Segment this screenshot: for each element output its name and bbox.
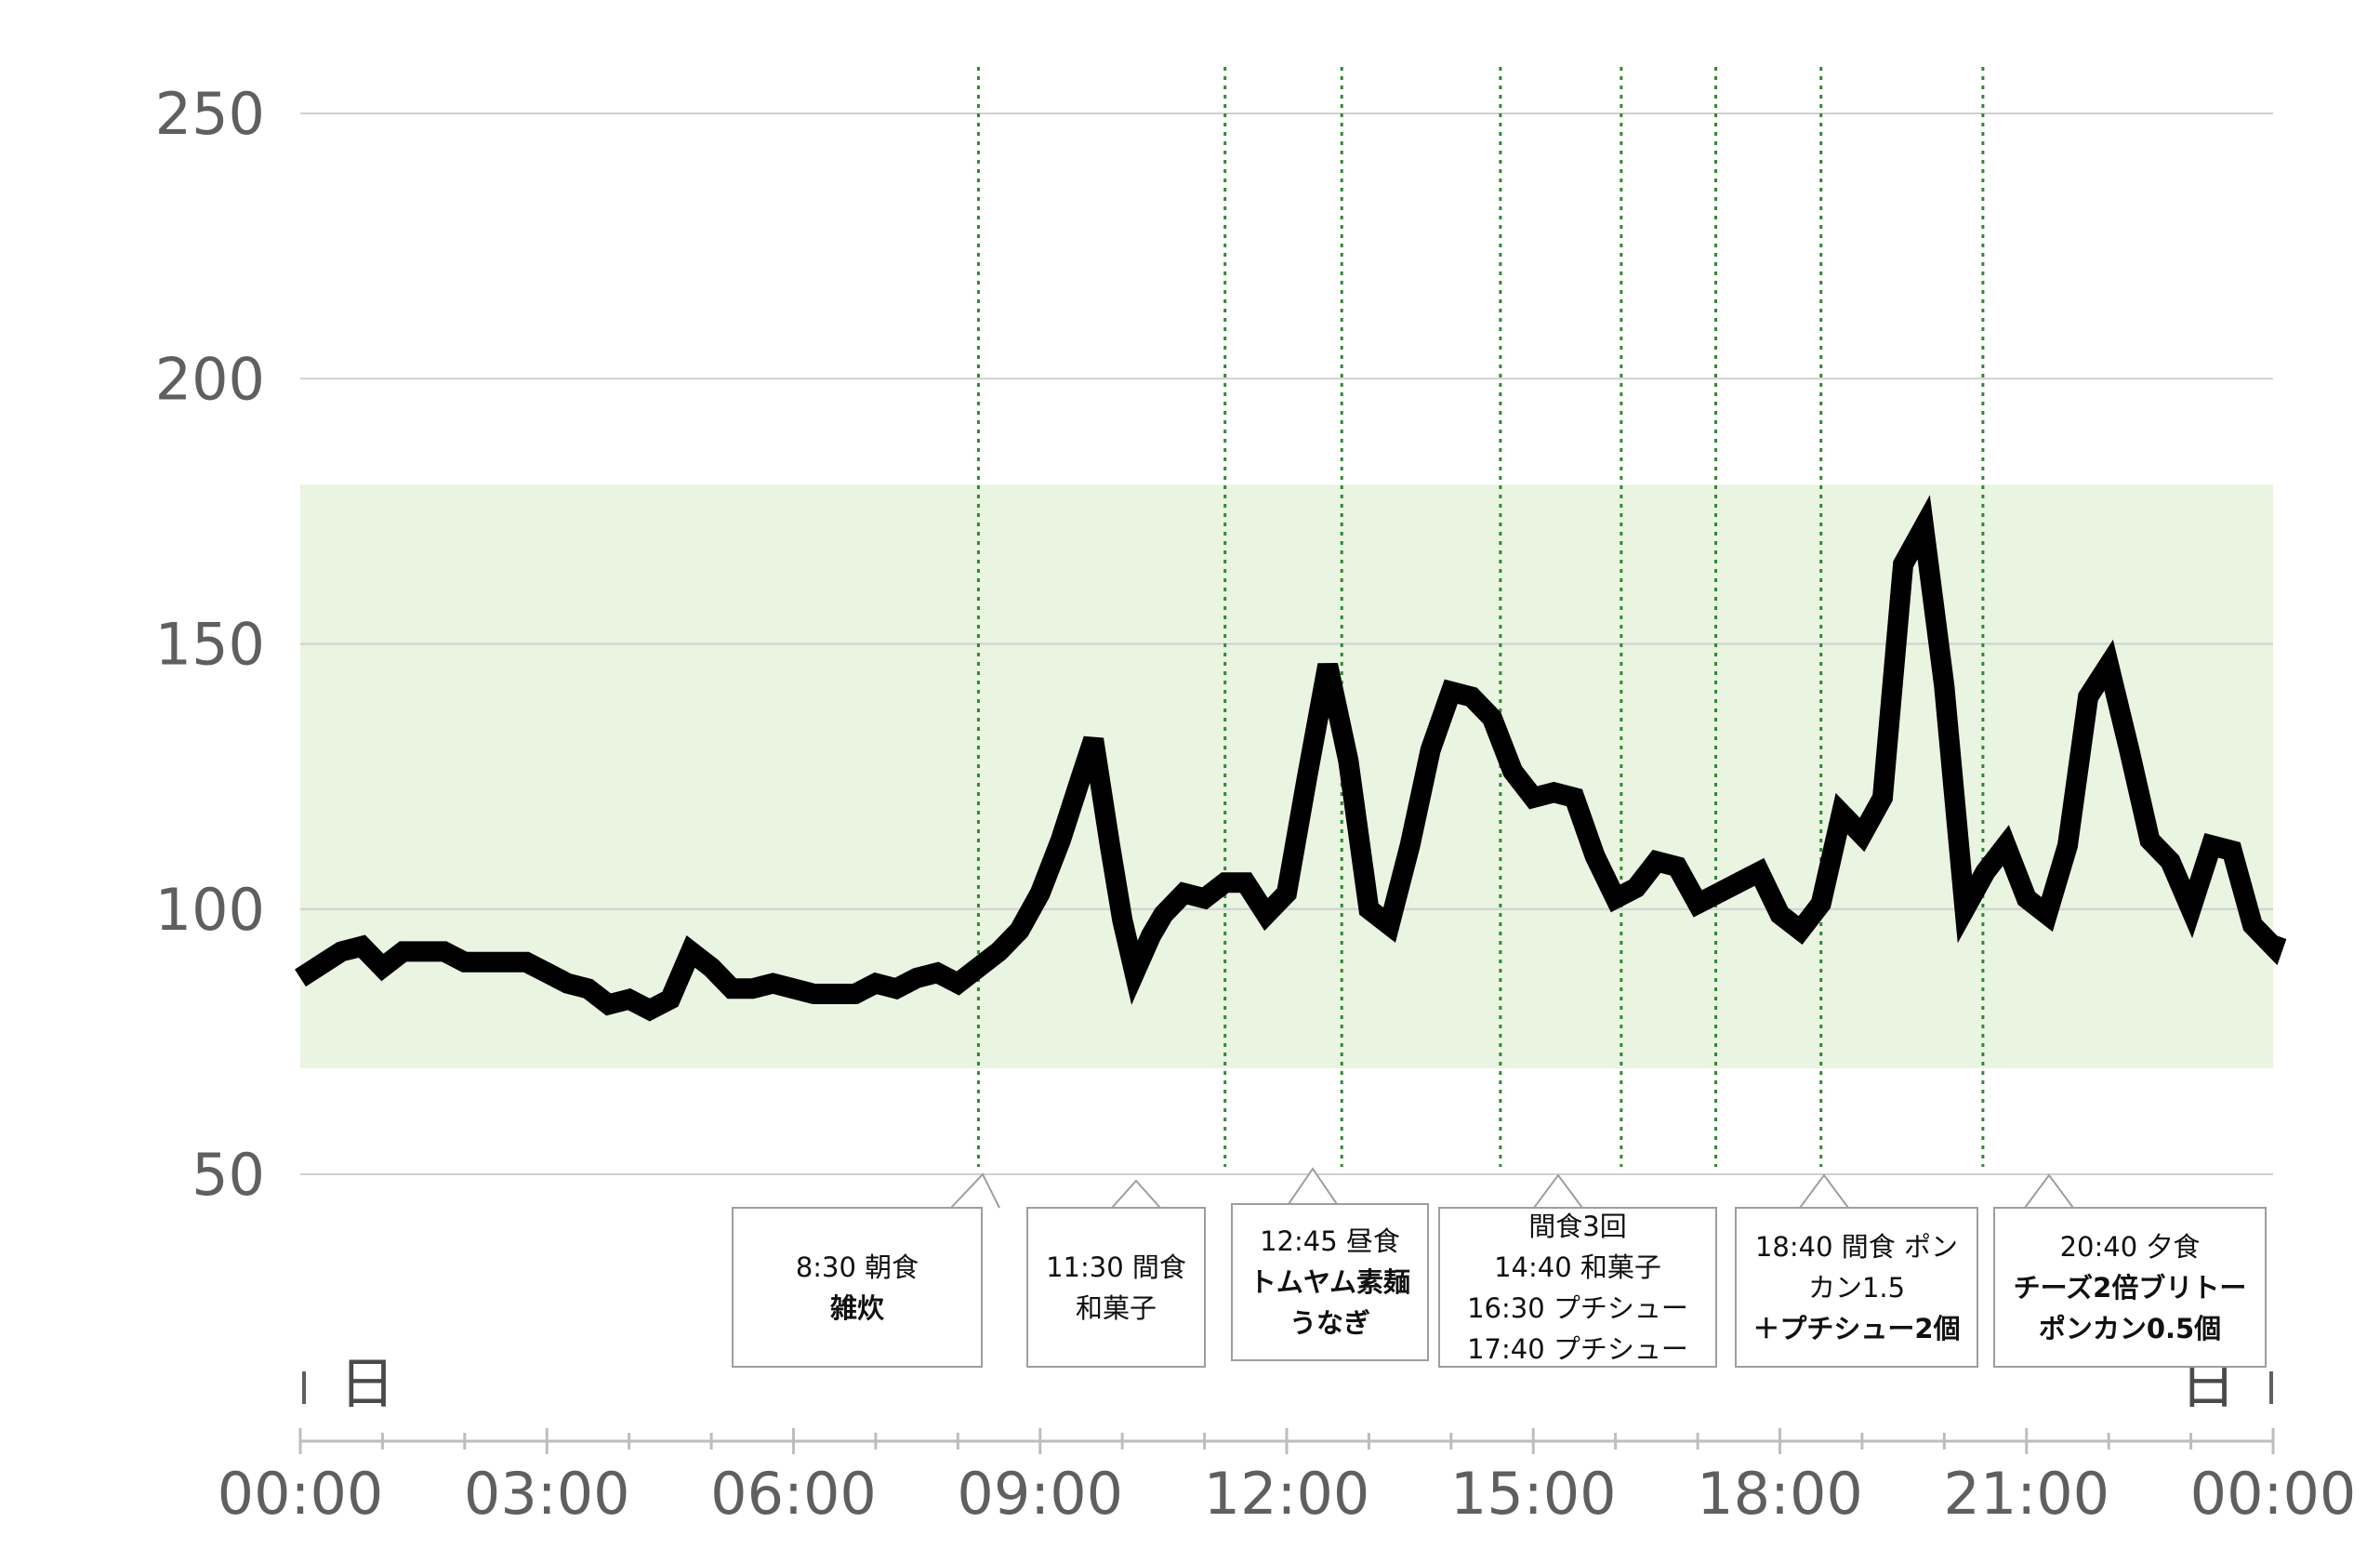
x-tick-label: 09:00 [957,1460,1123,1528]
callout-pointer [1111,1179,1161,1209]
x-tick-label: 00:00 [2190,1460,2357,1528]
event-callout: 12:45 昼食 トムヤム素麺 うなぎ [1231,1203,1429,1361]
callout-pointers [950,1167,2074,1209]
x-tick-label: 18:00 [1697,1460,1863,1528]
callout-pointer [1533,1173,1583,1209]
callout-line: 14:40 和菓子 [1494,1251,1661,1283]
event-callout: 8:30 朝食 雑炊 [732,1207,983,1368]
callout-pointer [950,1172,1000,1209]
callout-line: 12:45 昼食 [1260,1225,1400,1257]
event-marker-lines [976,67,1985,1167]
callout-pointer [1288,1167,1338,1205]
callout-line: 17:40 プチシュー [1467,1332,1688,1365]
event-callout: 20:40 夕食チーズ2倍ブリトー ポンカン0.5個 [1993,1207,2267,1368]
callout-line: 18:40 間食 ポン [1754,1230,1958,1263]
y-tick-label: 100 [155,876,265,944]
y-tick-label: 200 [155,345,265,413]
callout-line: 雑炊 [829,1291,884,1324]
callout-line: ポンカン0.5個 [2038,1312,2222,1344]
x-tick-label: 21:00 [1943,1460,2109,1528]
callout-line: 間食3回 [1528,1210,1627,1242]
event-callout: 間食3回 14:40 和菓子 16:30 プチシュー 17:40 プチシュー [1438,1207,1717,1368]
y-axis-ticks: 50 100 150 200 250 [155,80,265,1209]
callout-line: カン1.5 [1807,1271,1906,1304]
callout-line: 20:40 夕食 [2059,1230,2201,1263]
glucose-series-line [295,495,2287,1022]
callout-line: 和菓子 [1075,1291,1157,1324]
x-tick-label: 06:00 [710,1460,877,1528]
x-axis: 00:00 03:00 06:00 09:00 12:00 15:00 18:00 21:00… [218,1352,2357,1528]
callout-line: 11:30 間食 [1046,1251,1186,1283]
callout-line: うなぎ [1289,1307,1370,1339]
x-tick-label: 12:00 [1204,1460,1370,1528]
y-tick-label: 250 [155,80,265,148]
callout-line: ＋プチシュー2個 [1752,1312,1961,1344]
callout-line: 16:30 プチシュー [1467,1291,1688,1324]
event-callout: 11:30 間食 和菓子 [1026,1207,1206,1368]
event-callout: 18:40 間食 ポン カン1.5 ＋プチシュー2個 [1735,1207,1978,1368]
callout-pointer [2024,1173,2074,1209]
x-tick-label: 15:00 [1450,1460,1617,1528]
y-tick-label: 50 [192,1141,265,1209]
callout-line: チーズ2倍ブリトー [2013,1271,2247,1304]
start-date-label: 日 [339,1352,395,1417]
target-range-band [300,484,2273,1068]
x-tick-label: 00:00 [218,1460,384,1528]
y-tick-label: 150 [155,611,265,679]
callout-pointer [1799,1173,1849,1209]
callout-line: トムヤム素麺 [1249,1266,1411,1298]
callout-line: 8:30 朝食 [795,1251,919,1283]
x-tick-label: 03:00 [464,1460,630,1528]
